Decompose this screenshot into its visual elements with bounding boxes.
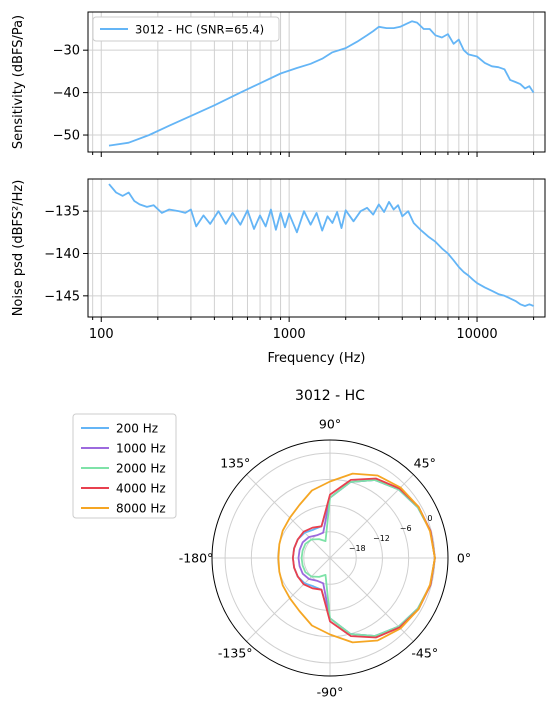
polar-legend-label: 1000 Hz (116, 442, 166, 456)
series-line (108, 183, 534, 307)
y-tick-label: −140 (44, 247, 80, 262)
polar-angle-label: -45° (411, 645, 438, 660)
y-tick-label: −50 (53, 129, 80, 144)
polar-title: 3012 - HC (295, 388, 365, 404)
y-tick-label: −135 (44, 205, 80, 220)
polar-legend: 200 Hz 1000 Hz 2000 Hz 4000 Hz 8000 Hz (72, 413, 177, 519)
polar-angle-label: -135° (218, 645, 253, 660)
x-tick-label: 10000 (456, 327, 497, 342)
sensitivity-ticks: −30 −40 −50 (53, 44, 535, 157)
polar-spoke (246, 474, 331, 559)
sensitivity-lines (108, 20, 535, 147)
polar-r-label: −18 (349, 544, 366, 553)
polar-series-line (292, 477, 436, 639)
polar-lines (277, 472, 436, 644)
noise-ylabel: Noise psd (dBFS²/Hz) (11, 180, 26, 317)
sensitivity-panel: −30 −40 −50 Sensitivity (dBFS/Pa) 3012 - H… (11, 11, 546, 157)
polar-series-line (300, 479, 436, 637)
polar-legend-label: 2000 Hz (116, 462, 166, 476)
polar-angle-label: 135° (220, 456, 250, 471)
polar-r-label: 0 (427, 514, 432, 523)
noise-ticks: −135 −140 −145 100 1000 10000 (44, 205, 535, 342)
noise-panel: −135 −140 −145 100 1000 10000 Noise psd (dBFS… (11, 178, 546, 366)
polar-labels: 0° 45° 90° 135° -180° -135° -90° -45° −18 −12 −6 0 (179, 417, 471, 700)
y-tick-label: −40 (53, 86, 80, 101)
frequency-xlabel: Frequency (Hz) (267, 351, 365, 366)
series-line (108, 20, 535, 147)
sensitivity-ylabel: Sensitivity (dBFS/Pa) (11, 15, 26, 149)
legend-box (92, 16, 280, 42)
polar-outer-circle (211, 439, 449, 677)
polar-angle-label: -180° (179, 551, 214, 566)
sensitivity-axes-frame (87, 11, 546, 153)
polar-angle-label: 90° (319, 417, 341, 432)
noise-axes-frame (87, 178, 546, 318)
polar-legend-label: 4000 Hz (116, 482, 166, 496)
noise-grid (88, 179, 545, 317)
polar-angle-label: -90° (317, 685, 344, 700)
polar-legend-label: 200 Hz (116, 422, 158, 436)
polar-spoke (246, 557, 331, 642)
legend-label-sensitivity: 3012 - HC (SNR=65.4) (135, 23, 264, 37)
polar-legend-label: 8000 Hz (116, 502, 166, 516)
polar-angle-label: 0° (457, 551, 471, 566)
polar-r-label: −6 (400, 524, 412, 533)
polar-angle-label: 45° (414, 456, 436, 471)
polar-grid (212, 440, 448, 676)
y-tick-label: −30 (53, 44, 80, 59)
y-tick-label: −145 (44, 289, 80, 304)
polar-r-label: −12 (373, 534, 390, 543)
x-tick-label: 100 (89, 327, 114, 342)
polar-series-line (277, 472, 436, 644)
polar-panel: 3012 - HC 0° 45° 90° 135° -180° -135° -90° -45°… (72, 388, 471, 700)
polar-legend-box (72, 413, 177, 519)
noise-lines (108, 183, 534, 307)
sensitivity-legend: 3012 - HC (SNR=65.4) (92, 16, 280, 42)
x-tick-label: 1000 (273, 327, 306, 342)
